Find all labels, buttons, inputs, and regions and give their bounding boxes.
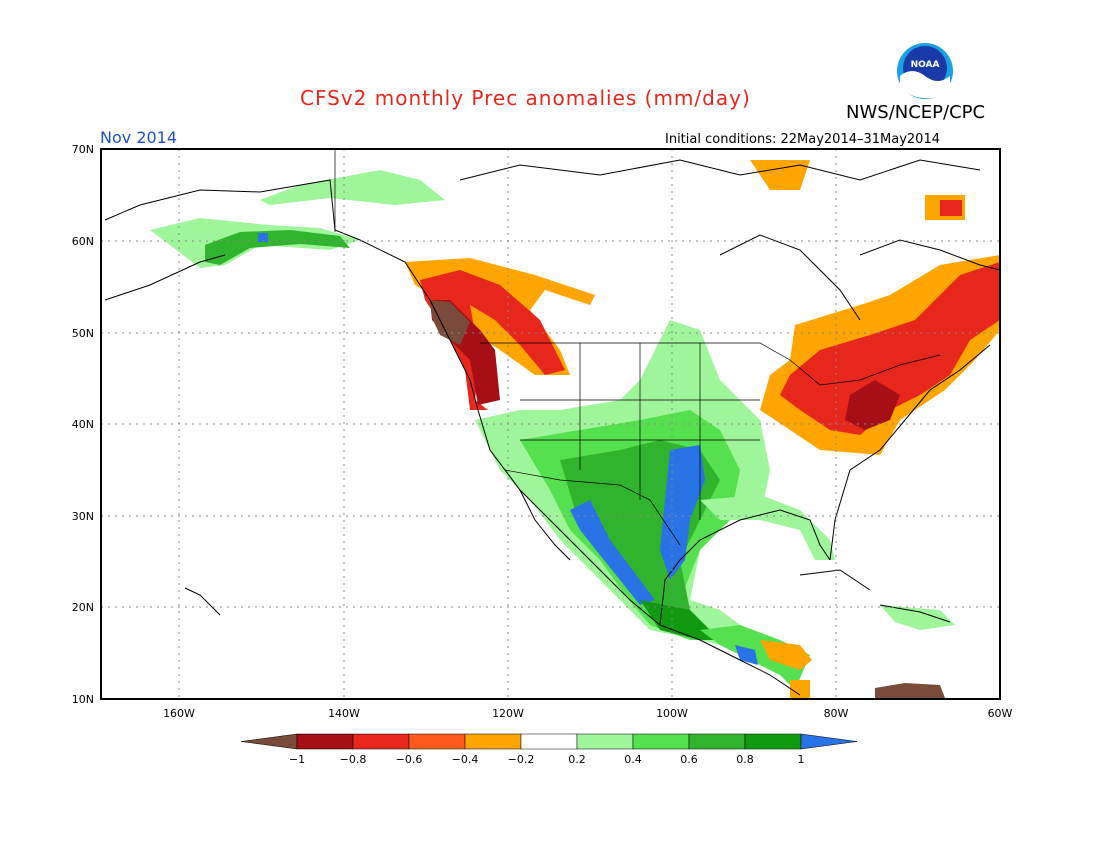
colorbar-label: −1 <box>289 753 305 766</box>
lon-label: 100W <box>656 707 688 720</box>
lat-label: 10N <box>72 693 94 706</box>
colorbar-label: −0.2 <box>508 753 535 766</box>
colorbar-label: 1 <box>798 753 805 766</box>
anomaly-patches <box>150 160 1000 698</box>
patch-ca-orange <box>760 640 812 670</box>
colorbar-label: 0.6 <box>680 753 698 766</box>
lat-label: 60N <box>72 235 94 248</box>
colorbar-label: −0.8 <box>340 753 367 766</box>
colorbar-label: 0.4 <box>624 753 642 766</box>
patch-east-darkred <box>845 380 900 430</box>
colorbar-bin <box>408 733 466 750</box>
patch-texas-blue <box>660 445 705 580</box>
lat-label: 20N <box>72 601 94 614</box>
patch-mexico-blue <box>570 500 655 605</box>
coastline-labrador <box>859 239 1001 271</box>
noaa-logo: NOAA <box>897 43 953 99</box>
colorbar-arrow-above <box>800 733 858 750</box>
coastline-gulf <box>659 509 831 626</box>
page-title: CFSv2 monthly Prec anomalies (mm/day) <box>300 86 751 110</box>
lon-label: 160W <box>163 707 195 720</box>
colorbar-label: −0.6 <box>396 753 423 766</box>
patch-sa-brown <box>875 683 945 698</box>
patch-bc-red <box>420 270 565 410</box>
patch-sa-orange <box>790 680 810 698</box>
coastline-hudson <box>719 234 861 321</box>
logo-text: NOAA <box>911 60 940 70</box>
colorbar-bin <box>632 733 690 750</box>
political-borders <box>334 150 941 546</box>
initial-conditions-label: Initial conditions: 22May2014–31May2014 <box>665 132 940 147</box>
patch-alaska-dark <box>205 230 350 265</box>
patch-labrador-orange <box>750 160 810 190</box>
coastline-hawaii <box>184 587 221 616</box>
colorbar-bin <box>464 733 522 750</box>
colorbar-label: 0.2 <box>568 753 586 766</box>
colorbar-bin <box>744 733 802 750</box>
map-border <box>100 148 1001 700</box>
latitude-labels: 70N 60N 50N 40N 30N 20N 10N <box>72 143 94 706</box>
border-us-mexico <box>504 469 681 546</box>
patch-florida <box>700 495 835 560</box>
coastline-arctic <box>459 159 981 181</box>
patch-caribbean <box>880 605 955 630</box>
lon-label: 80W <box>824 707 849 720</box>
coastline-east <box>829 344 991 561</box>
patch-north-alaska <box>260 170 445 205</box>
coastline-cuba <box>799 569 871 591</box>
coastlines <box>104 159 1001 696</box>
colorbar-bin <box>296 733 354 750</box>
coastline-baja <box>519 489 571 561</box>
lon-label: 140W <box>328 707 360 720</box>
lon-label: 60W <box>988 707 1013 720</box>
coastline-alaska <box>104 179 431 301</box>
lat-label: 50N <box>72 327 94 340</box>
lat-label: 40N <box>72 418 94 431</box>
colorbar-bin <box>576 733 634 750</box>
patch-pnw-brown <box>430 300 470 345</box>
patch-alaska-blue <box>258 233 268 242</box>
colorbar-label: −0.4 <box>452 753 479 766</box>
agency-label: NWS/NCEP/CPC <box>846 102 986 123</box>
colorbar: −1 −0.8 −0.6 −0.4 −0.2 0.2 0.4 0.6 0.8 1 <box>240 733 858 766</box>
colorbar-bin <box>520 733 578 750</box>
border-us-canada <box>480 342 941 386</box>
coastline-aleutians <box>104 254 226 301</box>
longitude-labels: 160W 140W 120W 100W 80W 60W <box>163 707 1012 720</box>
colorbar-bin <box>352 733 410 750</box>
lon-label: 120W <box>492 707 524 720</box>
patch-greenland-red <box>940 200 962 216</box>
patch-east-red <box>780 262 1000 435</box>
forecast-period: Nov 2014 <box>100 128 178 147</box>
colorbar-arrow-below <box>240 733 298 750</box>
border-plains <box>520 343 760 520</box>
colorbar-label: 0.8 <box>736 753 754 766</box>
graticule <box>101 149 1000 699</box>
lat-label: 70N <box>72 143 94 156</box>
lat-label: 30N <box>72 510 94 523</box>
colorbar-bin <box>688 733 746 750</box>
coastline-west <box>429 299 801 696</box>
